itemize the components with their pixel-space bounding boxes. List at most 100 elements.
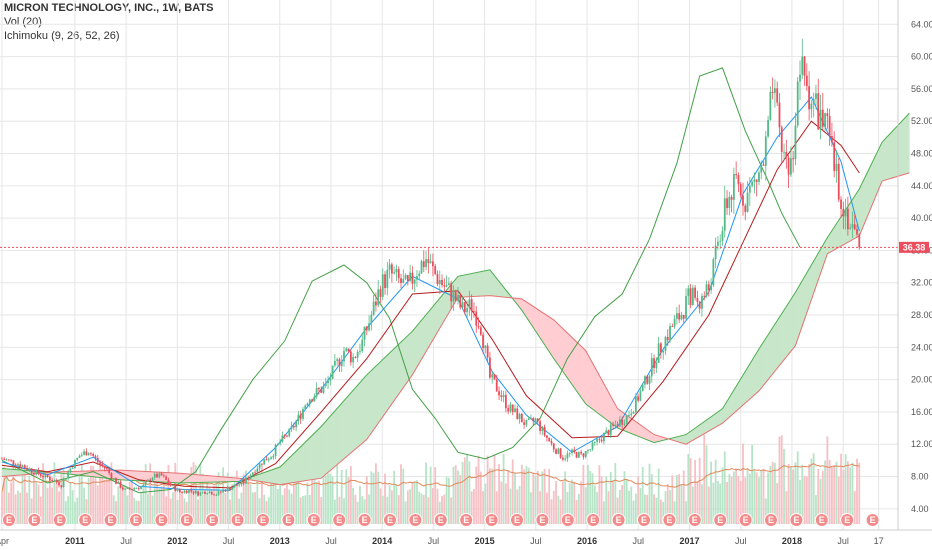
candle-body	[28, 468, 31, 470]
earnings-marker-label: E	[31, 515, 37, 525]
earnings-marker[interactable]: E	[840, 513, 855, 527]
cloud-segment	[10, 468, 14, 477]
volume-bar	[660, 499, 662, 524]
volume-indicator-label[interactable]: Vol (20)	[4, 16, 42, 28]
candle-body	[687, 288, 690, 297]
earnings-marker[interactable]: E	[383, 513, 397, 527]
earnings-marker[interactable]: E	[713, 513, 728, 527]
candle-body	[703, 295, 706, 297]
earnings-marker[interactable]: E	[205, 513, 220, 527]
earnings-marker[interactable]: E	[78, 513, 93, 527]
earnings-marker-label: E	[82, 515, 88, 525]
earnings-marker[interactable]: E	[560, 513, 575, 527]
cloud-segment	[172, 472, 176, 484]
candle-body	[468, 299, 471, 309]
volume-bar	[85, 499, 88, 524]
candle-body	[372, 301, 375, 315]
earnings-marker[interactable]: E	[52, 513, 67, 527]
volume-bar	[281, 494, 284, 524]
earnings-marker[interactable]: E	[281, 513, 296, 527]
earnings-marker-label: E	[590, 515, 596, 525]
cloud-segment	[888, 132, 892, 180]
volume-bar	[352, 487, 355, 524]
earnings-marker[interactable]: E	[510, 513, 524, 527]
earnings-marker[interactable]: E	[789, 513, 804, 527]
ichimoku-indicator-label[interactable]: Ichimoku (9, 26, 52, 26)	[4, 30, 120, 42]
earnings-marker[interactable]: E	[662, 513, 677, 527]
earnings-marker[interactable]: E	[814, 513, 829, 527]
candle-body	[707, 284, 710, 291]
candle-body	[299, 414, 302, 419]
volume-bar	[354, 494, 357, 524]
earnings-marker[interactable]: E	[27, 513, 42, 527]
earnings-marker[interactable]: E	[2, 513, 16, 527]
volume-bar	[575, 499, 578, 524]
cloud-segment	[859, 184, 862, 236]
earnings-marker[interactable]: E	[179, 513, 194, 527]
earnings-marker[interactable]: E	[611, 513, 626, 527]
volume-bar	[803, 475, 806, 524]
earnings-marker[interactable]: E	[408, 513, 423, 527]
earnings-marker[interactable]: E	[357, 513, 372, 527]
candle-body	[381, 274, 384, 297]
volume-bar	[625, 478, 628, 524]
candle-body	[831, 136, 833, 143]
volume-bar	[552, 490, 555, 524]
volume-bar	[630, 486, 633, 524]
volume-bar	[498, 464, 500, 524]
earnings-marker[interactable]: E	[332, 513, 347, 527]
volume-bar	[573, 481, 576, 524]
earnings-marker[interactable]: E	[865, 513, 880, 527]
earnings-marker[interactable]: E	[738, 513, 753, 527]
earnings-marker[interactable]: E	[586, 513, 601, 527]
earnings-marker[interactable]: E	[129, 513, 143, 527]
earnings-marker[interactable]: E	[637, 513, 651, 527]
volume-bar	[705, 445, 708, 524]
volume-bar	[669, 489, 671, 524]
volume-bar	[591, 473, 594, 524]
cloud-segment	[558, 323, 561, 369]
earnings-marker[interactable]: E	[433, 513, 448, 527]
earnings-marker[interactable]: E	[535, 513, 550, 527]
cloud-segment	[539, 310, 543, 342]
earnings-marker-label: E	[336, 515, 342, 525]
earnings-marker[interactable]: E	[256, 513, 270, 527]
cloud-segment	[717, 409, 721, 427]
candle-body	[197, 491, 199, 496]
candle-body	[577, 451, 580, 458]
cloud-segment	[131, 470, 135, 481]
volume-bar	[140, 492, 142, 524]
cloud-segment	[286, 457, 290, 484]
volume-bar	[609, 472, 612, 524]
candle-body	[245, 477, 247, 484]
cloud-segment	[601, 379, 605, 419]
earnings-marker[interactable]: E	[103, 513, 118, 527]
candle-body	[235, 485, 238, 486]
volume-bar	[10, 482, 13, 524]
volume-bar	[482, 491, 484, 524]
candle-body	[742, 195, 744, 206]
volume-bar	[279, 471, 282, 524]
candle-body	[311, 399, 313, 402]
cloud-segment	[788, 298, 792, 355]
cloud-segment	[289, 455, 292, 484]
cloud-segment	[416, 322, 420, 368]
candle-body	[292, 425, 295, 428]
earnings-marker[interactable]: E	[306, 513, 321, 527]
volume-bar	[712, 482, 715, 524]
earnings-marker[interactable]: E	[459, 513, 474, 527]
candle-body	[149, 479, 152, 482]
volume-bar	[530, 492, 532, 524]
volume-bar	[411, 482, 414, 524]
earnings-marker[interactable]: E	[230, 513, 245, 527]
earnings-marker[interactable]: E	[484, 513, 499, 527]
time-axis-tick: Jul	[120, 536, 132, 546]
volume-bar	[158, 488, 161, 524]
earnings-marker[interactable]: E	[154, 513, 169, 527]
earnings-marker[interactable]: E	[764, 513, 778, 527]
time-axis-tick: 2012	[167, 536, 187, 546]
volume-bar	[507, 470, 510, 524]
volume-bar	[213, 485, 215, 524]
earnings-marker[interactable]: E	[687, 513, 702, 527]
